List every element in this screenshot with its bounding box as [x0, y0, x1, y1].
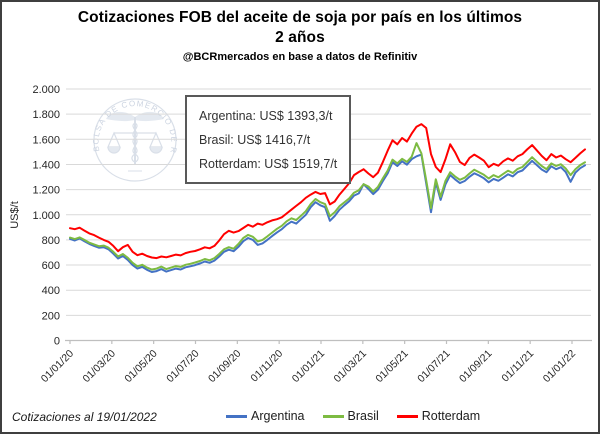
legend-item-argentina: Argentina [226, 409, 305, 423]
quotes-date-note: Cotizaciones al 19/01/2022 [12, 410, 157, 424]
y-tick-label: 400 [42, 285, 60, 297]
x-tick-label: 01/09/21 [457, 348, 494, 385]
bcr-watermark-seal: BOLSA DE COMERCIO DE ROSARIO [90, 95, 177, 182]
legend-item-rotterdam: Rotterdam [396, 409, 481, 423]
latest-quotes-box: Argentina: US$ 1393,3/t Brasil: US$ 1416… [185, 95, 352, 184]
x-tick-label: 01/07/21 [415, 348, 452, 385]
y-tick-label: 1.600 [32, 134, 60, 146]
quote-brasil: Brasil: US$ 1416,7/t [199, 133, 311, 147]
chart-subtitle: @BCRmercados en base a datos de Refiniti… [182, 51, 418, 63]
y-tick-label: 2.000 [32, 84, 60, 96]
x-tick-label: 01/05/21 [373, 348, 410, 385]
legend-swatch-brasil [322, 414, 344, 418]
series-line-argentina [69, 153, 586, 273]
series-line-brasil [69, 142, 586, 271]
chart-title-line2: 2 años [275, 29, 325, 46]
legend-label: Argentina [251, 409, 305, 423]
x-tick-label: 01/01/21 [290, 348, 327, 385]
x-tick-label: 01/01/20 [39, 348, 76, 385]
x-tick-label: 01/03/21 [332, 348, 369, 385]
legend-label: Brasil [347, 409, 379, 423]
title-block: Cotizaciones FOB del aceite de soja por … [2, 8, 598, 63]
y-tick-label: 1.200 [32, 185, 60, 197]
y-tick-label: 1.800 [32, 109, 60, 121]
x-tick-label: 01/07/20 [164, 348, 201, 385]
x-tick-label: 01/05/20 [122, 348, 159, 385]
y-axis-title: US$/t [9, 201, 21, 229]
legend-swatch-rotterdam [396, 414, 418, 418]
chart-legend: Argentina Brasil Rotterdam [226, 409, 480, 423]
legend-label: Rotterdam [421, 409, 481, 423]
x-tick-label: 01/11/20 [248, 348, 285, 385]
y-tick-label: 200 [42, 310, 60, 322]
x-tick-label: 01/09/20 [206, 348, 243, 385]
quote-argentina: Argentina: US$ 1393,3/t [199, 109, 333, 123]
series-line-rotterdam [69, 123, 586, 260]
legend-swatch-argentina [226, 414, 247, 418]
y-tick-label: 1.400 [32, 159, 60, 171]
quote-rotterdam: Rotterdam: US$ 1519,7/t [199, 157, 338, 171]
x-tick-label: 01/11/21 [499, 348, 536, 385]
x-tick-label: 01/03/20 [81, 348, 118, 385]
x-tick-label: 01/01/22 [541, 348, 578, 385]
chart-title-line1: Cotizaciones FOB del aceite de soja por … [77, 9, 523, 26]
y-tick-label: 800 [42, 235, 60, 247]
y-tick-label: 0 [54, 336, 60, 348]
legend-item-brasil: Brasil [322, 409, 379, 423]
y-tick-label: 600 [42, 260, 60, 272]
y-tick-label: 1.000 [32, 210, 60, 222]
